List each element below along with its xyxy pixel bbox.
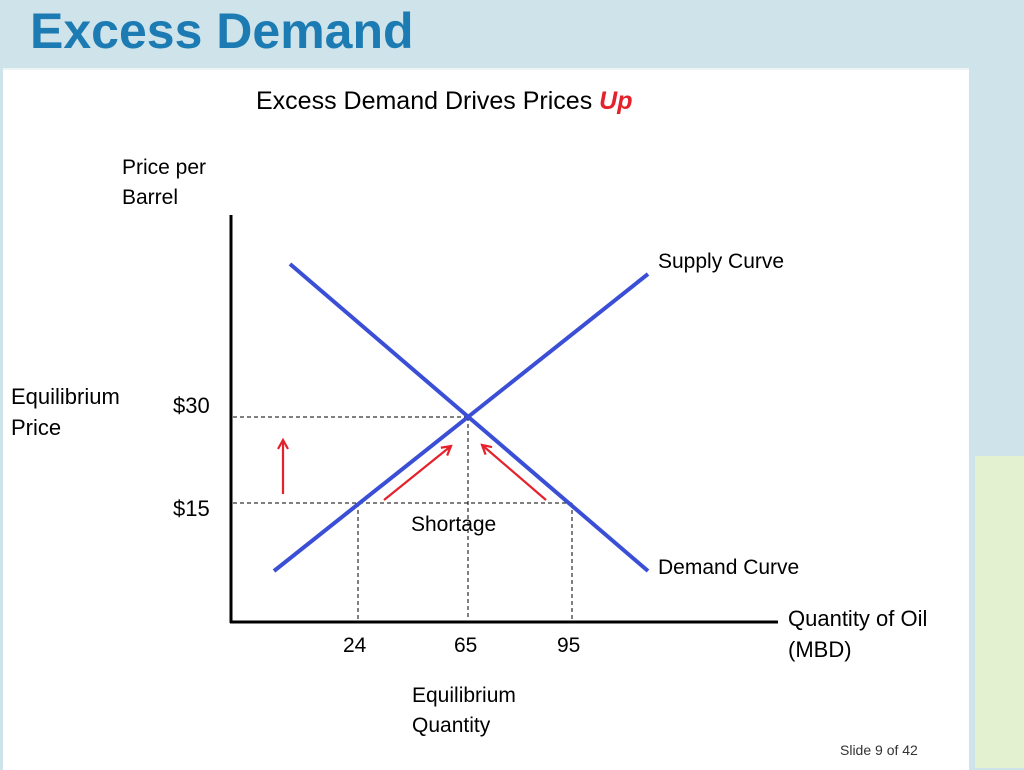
supply-curve [272, 272, 650, 573]
equilibrium-price-label-line2: Price [11, 415, 62, 440]
y-axis-label-line2: Barrel [122, 186, 179, 209]
y-axis-label-line1: Price per [122, 156, 207, 179]
diagram-subtitle: Excess Demand Drives Prices Up [256, 86, 632, 116]
price-tick-30: $30 [173, 393, 210, 418]
shortage-arrow-right [482, 445, 547, 501]
equilibrium-price-label-line1: Equilibrium [11, 384, 120, 409]
subtitle-emphasis: Up [599, 87, 633, 115]
x-axis-label-line2: (MBD) [788, 637, 852, 662]
content-panel [3, 68, 969, 770]
x-axis-label-line1: Quantity of Oil [788, 606, 928, 631]
slide-number: Slide 9 of 42 [840, 742, 918, 758]
supply-curve-label: Supply Curve [658, 250, 785, 273]
equilibrium-quantity-label-line1: Equilibrium [412, 684, 516, 707]
quantity-tick-24: 24 [343, 634, 367, 657]
subtitle-main: Excess Demand Drives Prices [256, 87, 600, 115]
equilibrium-quantity-label-line2: Quantity [412, 714, 491, 737]
shortage-label: Shortage [411, 513, 497, 536]
demand-curve-label: Demand Curve [658, 556, 800, 579]
quantity-tick-65: 65 [454, 634, 478, 657]
demand-curve [288, 262, 650, 573]
background-accent [975, 456, 1024, 768]
slide-title: Excess Demand [30, 3, 414, 59]
quantity-tick-95: 95 [557, 634, 581, 657]
price-tick-15: $15 [173, 496, 210, 521]
shortage-arrow-left [383, 446, 451, 501]
